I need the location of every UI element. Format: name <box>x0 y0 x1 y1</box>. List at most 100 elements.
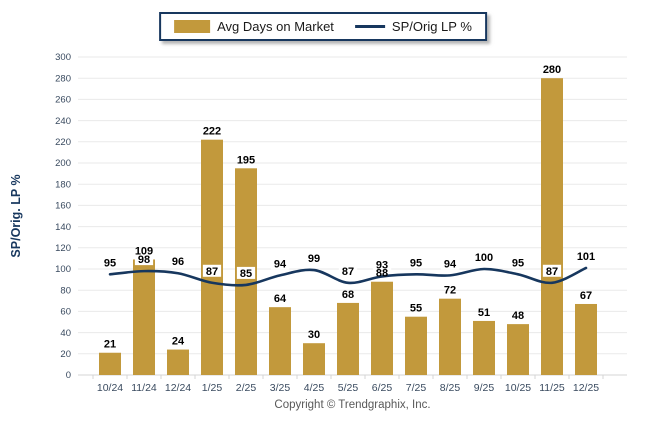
line-value-label: 96 <box>172 256 184 268</box>
legend-bar-label: Avg Days on Market <box>217 19 334 34</box>
x-tick-label: 11/24 <box>131 382 157 394</box>
bar-value-label: 88 <box>376 268 388 280</box>
line-value-label-bg <box>508 256 528 269</box>
bar-value-label: 21 <box>104 339 116 351</box>
legend-line-label: SP/Orig LP % <box>391 19 472 34</box>
bar <box>303 343 325 375</box>
y-tick-label: 180 <box>55 179 71 190</box>
y-tick-label: 220 <box>55 137 71 148</box>
x-tick-label: 10/24 <box>97 382 123 394</box>
y-tick-label: 20 <box>60 349 71 360</box>
line-value-label-bg <box>542 264 562 277</box>
bar <box>337 302 359 375</box>
line-value-label: 94 <box>444 258 457 270</box>
line-value-label-bg <box>406 256 426 269</box>
line-layer <box>108 266 588 287</box>
x-tick-label: 4/25 <box>304 382 325 394</box>
line-value-label-bg <box>270 257 290 270</box>
x-tick-label: 9/25 <box>474 382 495 394</box>
legend-item-sp-orig-lp: SP/Orig LP % <box>343 19 472 34</box>
line-value-label: 99 <box>308 253 320 265</box>
bar <box>371 281 393 375</box>
line-value-label-bg <box>236 266 256 279</box>
line-value-label: 95 <box>410 257 422 269</box>
line-value-label-bg <box>440 257 460 270</box>
bar <box>473 320 495 375</box>
x-tick-label: 10/25 <box>505 382 531 394</box>
x-tick-label: 5/25 <box>338 382 359 394</box>
line-value-label-bg <box>202 264 222 277</box>
y-tick-label: 80 <box>60 285 71 296</box>
y-tick-label: 120 <box>55 243 71 254</box>
bar-value-label: 222 <box>203 126 221 138</box>
bar <box>405 316 427 375</box>
y-tick-label: 280 <box>55 73 71 84</box>
bar-value-label: 280 <box>543 64 561 76</box>
bar <box>269 307 291 375</box>
bar <box>201 139 223 375</box>
line-value-label: 87 <box>342 266 354 278</box>
bar-value-label: 55 <box>410 303 422 315</box>
line-value-label-bg <box>471 251 497 263</box>
bar-value-label: 30 <box>308 329 320 341</box>
line-value-label: 100 <box>475 252 493 264</box>
line-value-label-bg <box>573 249 599 262</box>
line-value-label-bg <box>304 252 324 265</box>
y-tick-label: 40 <box>60 328 71 339</box>
x-tick-label: 12/24 <box>165 382 191 394</box>
line-value-label-bg <box>338 264 358 277</box>
y-tick-label: 240 <box>55 116 71 127</box>
y-tick-label: 100 <box>55 264 71 275</box>
bar <box>99 352 121 375</box>
bar-value-label: 48 <box>512 310 524 322</box>
x-tick-label: 11/25 <box>539 382 565 394</box>
x-tick-label: 3/25 <box>270 382 291 394</box>
x-tick-label: 2/25 <box>236 382 257 394</box>
x-tick-label: 7/25 <box>406 382 427 394</box>
x-tick-label: 6/25 <box>372 382 393 394</box>
bar <box>133 259 155 375</box>
y-tick-label: 0 <box>66 370 71 381</box>
line-value-label: 95 <box>104 257 116 269</box>
line-value-label-bg <box>100 256 120 269</box>
line-value-label: 101 <box>577 251 595 263</box>
trend-line <box>108 266 588 287</box>
axis-label-layer: 0 20 40 60 80 100 120 140 160 180 200 220 240 260 280 3… <box>55 52 599 394</box>
line-series-swatch-icon <box>354 25 385 28</box>
value-label-layer: 21 109 24 222 195 64 30 68 88 55 72 51 48 280 67 95 98 96… <box>100 64 599 351</box>
y-axis-title: SP/Orig. LP % <box>9 174 23 257</box>
x-tick-label: 12/25 <box>573 382 599 394</box>
line-value-label: 98 <box>138 254 150 266</box>
y-tick-label: 140 <box>55 222 71 233</box>
line-value-label: 87 <box>546 266 558 278</box>
x-tick-label: 1/25 <box>202 382 223 394</box>
line-value-label: 85 <box>240 268 252 280</box>
bar-value-label: 64 <box>274 293 287 305</box>
line-value-label: 93 <box>376 259 388 271</box>
bar-series-swatch-icon <box>174 20 211 33</box>
y-tick-label: 160 <box>55 201 71 212</box>
copyright-text: Copyright © Trendgraphix, Inc. <box>274 399 431 411</box>
bar-value-label: 72 <box>444 285 456 297</box>
bar <box>541 78 563 375</box>
line-value-label: 95 <box>512 257 524 269</box>
line-value-label: 94 <box>274 258 287 270</box>
bar-value-label: 195 <box>237 154 255 166</box>
bar <box>507 324 529 375</box>
bar-value-label: 109 <box>135 245 153 257</box>
y-tick-label: 60 <box>60 307 71 318</box>
line-value-label-bg <box>372 258 392 271</box>
line-value-label-bg <box>168 255 188 268</box>
bar-value-label: 68 <box>342 289 354 301</box>
x-tick-label: 8/25 <box>440 382 461 394</box>
y-tick-label: 260 <box>55 95 71 106</box>
bar <box>167 349 189 375</box>
bar-value-label: 24 <box>172 336 185 348</box>
bar <box>439 298 461 375</box>
legend-item-avg-days: Avg Days on Market <box>174 19 334 34</box>
bar <box>575 303 597 375</box>
y-tick-label: 300 <box>55 52 71 63</box>
bar-value-label: 67 <box>580 290 592 302</box>
